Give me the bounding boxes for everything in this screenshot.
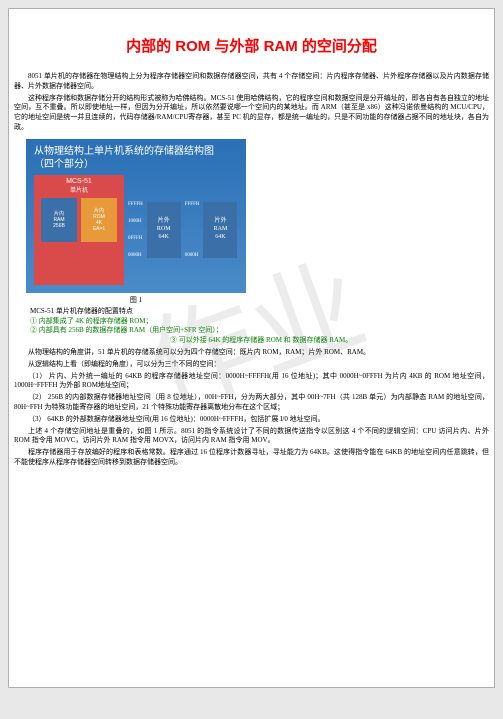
ext-rom-box: 片外ROM64K — [147, 202, 181, 258]
diagram-container: 从物理结构上单片机系统的存储器结构图 （四个部分） MCS-51 单片机 片内R… — [26, 139, 246, 305]
diagram-body: MCS-51 单片机 片内RAM256B 片内ROM4KEA=1 FFFFH 1… — [34, 175, 238, 285]
paragraph-2: 这种程序存储和数据存储分开的结构形式被称为哈佛结构。MCS-51 使用哈佛结构，… — [14, 94, 489, 133]
paragraph-4: 从逻辑结构上看（即编程的角度），可以分为三个不同的空间： — [14, 360, 489, 370]
paragraph-1: 8051 单片机的存储器在物理结构上分为程序存储器空间和数据存储器空间，共有 4… — [14, 72, 489, 92]
addr-1000: 1000H — [128, 219, 143, 224]
mcs-label: MCS-51 — [37, 178, 121, 185]
paragraph-3: 从物理结构的角度讲，51 单片机的存储系统可以分为四个存储空间：既片内 ROM，… — [14, 348, 489, 358]
diagram-title-line2: （四个部分） — [34, 159, 94, 170]
paragraph-8: 上述 4 个存储空间地址是重叠的，如图 1 所示。8051 的指令系统设计了不同… — [14, 427, 489, 447]
page-title: 内部的 ROM 与外部 RAM 的空间分配 — [14, 35, 489, 56]
mcs-sub: 单片机 — [37, 185, 121, 194]
chip-rom: 片内ROM4KEA=1 — [81, 198, 117, 242]
addr-0fff: 0FFFH — [128, 236, 143, 241]
addr-0000-2: 0000H — [185, 253, 200, 258]
bullet-1: ① 内部集成了 4K 的程序存储器 ROM； — [30, 317, 489, 327]
addr-ffff-2: FFFFH — [185, 202, 200, 207]
addr-ffff: FFFFH — [128, 202, 143, 207]
addr-column-1: FFFFH 1000H 0FFFH 0000H — [128, 202, 143, 258]
bullet-list: MCS-51 单片机存储器的配置特点 ① 内部集成了 4K 的程序存储器 ROM… — [30, 307, 489, 346]
paragraph-9: 程序存储器用于存放编好的程序和表格常数。程序通过 16 位程序计数器寻址，寻址能… — [14, 448, 489, 468]
paragraph-7: （3） 64KB 的外部数据存储器地址空间(用 16 位地址)：0000H~FF… — [14, 415, 489, 425]
addr-0000: 0000H — [128, 253, 143, 258]
bullet-header: MCS-51 单片机存储器的配置特点 — [30, 307, 489, 317]
diagram-title: 从物理结构上单片机系统的存储器结构图 （四个部分） — [34, 145, 238, 171]
addr-column-2: FFFFH 0000H — [185, 202, 200, 258]
bullet-2: ② 内部具有 256B 的数据存储器 RAM（用户空间+SFR 空间）； — [30, 326, 489, 336]
structure-diagram: 从物理结构上单片机系统的存储器结构图 （四个部分） MCS-51 单片机 片内R… — [26, 139, 246, 293]
diagram-caption: 图 1 — [26, 295, 246, 305]
inner-chips: 片内RAM256B 片内ROM4KEA=1 — [37, 198, 121, 242]
paragraph-6: （2） 256B 的内部数据存储器地址空间（用 8 位地址），00H~FFH，分… — [14, 393, 489, 413]
diagram-title-line1: 从物理结构上单片机系统的存储器结构图 — [34, 146, 214, 157]
bullet-3: ③ 可以外接 64K 的程序存储器 ROM 和 数据存储器 RAM。 — [170, 336, 489, 346]
chip-ram: 片内RAM256B — [41, 198, 77, 242]
mcs-box: MCS-51 单片机 片内RAM256B 片内ROM4KEA=1 — [34, 175, 124, 285]
page: 内部的 ROM 与外部 RAM 的空间分配 8051 单片机的存储器在物理结构上… — [8, 8, 495, 688]
paragraph-5: （1） 片内、片外统一编址的 64KB 的程序存储器地址空间：0000H~FFF… — [14, 372, 489, 392]
ext-ram-box: 片外RAM64K — [203, 202, 237, 258]
